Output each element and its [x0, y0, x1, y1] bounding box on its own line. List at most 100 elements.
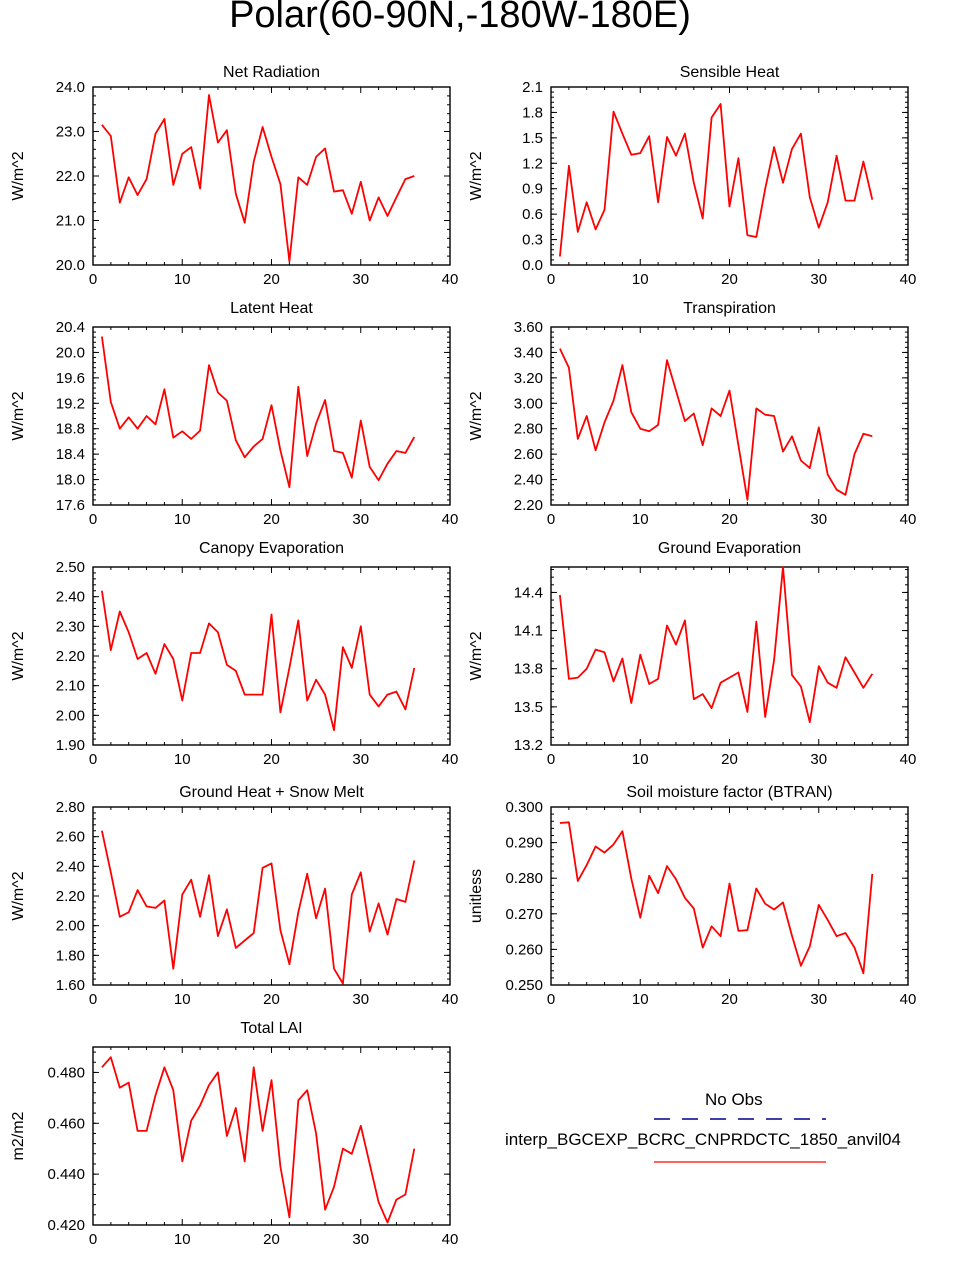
y-tick-label: 2.80	[56, 799, 85, 816]
plot-frame	[92, 806, 451, 986]
panel-5: Canopy Evaporation W/m^2 0 10 20 30 40 1.90 2.00…	[10, 540, 458, 768]
series-line	[559, 566, 874, 723]
y-tick-label: 2.40	[514, 472, 543, 489]
y-tick-label: 13.2	[514, 737, 543, 754]
y-tick-label: 1.80	[56, 947, 85, 964]
y-tick-label: 1.8	[522, 104, 543, 121]
plot-frame	[550, 326, 909, 506]
legend-obs-label: No Obs	[705, 1090, 763, 1109]
x-tick-label: 30	[352, 751, 369, 768]
y-tick-label: 21.0	[56, 213, 85, 230]
x-tick-label: 20	[263, 511, 280, 528]
x-tick-label: 20	[721, 751, 738, 768]
y-tick-label: 2.30	[56, 618, 85, 635]
y-axis-label: W/m^2	[468, 391, 485, 440]
y-tick-label: 0.290	[505, 835, 543, 852]
panel-3: Latent Heat W/m^2 0 10 20 30 40 17.6 18.0 18.4 18.…	[10, 300, 458, 528]
y-tick-label: 20.0	[56, 344, 85, 361]
x-tick-label: 10	[174, 991, 191, 1008]
x-tick-label: 40	[442, 271, 459, 288]
y-tick-label: 2.40	[56, 858, 85, 875]
figure-title: Polar(60-90N,-180W-180E)	[229, 0, 691, 36]
y-tick-label: 2.20	[56, 648, 85, 665]
series-line	[101, 830, 416, 985]
series-line	[101, 336, 416, 489]
panel-1: Net Radiation W/m^2 0 10 20 30 40 20.0 21.0 22.0 2…	[10, 64, 458, 288]
y-tick-label: 2.20	[56, 888, 85, 905]
x-tick-label: 20	[263, 271, 280, 288]
y-tick-label: 18.8	[56, 421, 85, 438]
y-tick-label: 20.0	[56, 257, 85, 274]
panel-title: Net Radiation	[223, 64, 320, 81]
panel-title: Sensible Heat	[680, 64, 780, 81]
x-tick-label: 0	[547, 511, 555, 528]
y-tick-label: 0.420	[47, 1217, 85, 1234]
y-tick-label: 13.5	[514, 699, 543, 716]
panel-8: Soil moisture factor (BTRAN) unitless 0 10 2…	[468, 784, 916, 1008]
x-tick-label: 40	[442, 1231, 459, 1248]
panel-4: Transpiration W/m^2 0 10 20 30 40 2.20 2.40 2.60 2…	[468, 300, 916, 528]
y-tick-label: 1.90	[56, 737, 85, 754]
x-tick-label: 40	[900, 511, 917, 528]
x-tick-label: 20	[721, 991, 738, 1008]
y-tick-label: 18.0	[56, 472, 85, 489]
x-tick-label: 40	[900, 751, 917, 768]
y-tick-label: 17.6	[56, 497, 85, 514]
x-tick-label: 0	[547, 271, 555, 288]
y-tick-label: 2.1	[522, 79, 543, 96]
y-tick-label: 1.60	[56, 977, 85, 994]
y-tick-label: 14.4	[514, 584, 543, 601]
y-tick-label: 2.20	[514, 497, 543, 514]
y-tick-label: 0.3	[522, 232, 543, 249]
x-tick-label: 10	[632, 511, 649, 528]
x-tick-label: 30	[352, 271, 369, 288]
panel-9: Total LAI m2/m2 0 10 20 30 40 0.420 0.440 0.460 0.…	[10, 1020, 458, 1248]
y-tick-label: 0.480	[47, 1064, 85, 1081]
y-axis-label: W/m^2	[10, 631, 27, 680]
x-tick-label: 30	[352, 1231, 369, 1248]
panel-title: Latent Heat	[230, 300, 313, 317]
series-line	[559, 821, 874, 975]
x-tick-label: 10	[174, 1231, 191, 1248]
y-axis-label: W/m^2	[10, 391, 27, 440]
x-tick-label: 20	[721, 511, 738, 528]
x-tick-label: 30	[810, 991, 827, 1008]
x-tick-label: 20	[263, 991, 280, 1008]
x-tick-label: 40	[900, 271, 917, 288]
panel-title: Total LAI	[240, 1020, 302, 1037]
y-tick-label: 22.0	[56, 168, 85, 185]
x-tick-label: 10	[632, 991, 649, 1008]
y-tick-label: 2.60	[56, 829, 85, 846]
x-tick-label: 0	[89, 991, 97, 1008]
panel-2: Sensible Heat W/m^2 0 10 20 30 40 0.0 0.3 0.6 0.9 1…	[468, 64, 916, 288]
x-tick-label: 0	[89, 271, 97, 288]
y-tick-label: 1.2	[522, 155, 543, 172]
y-axis-label: W/m^2	[468, 631, 485, 680]
panel-7: Ground Heat + Snow Melt W/m^2 0 10 20 30 40 1.6…	[10, 784, 458, 1008]
series-line	[101, 94, 415, 263]
x-tick-label: 40	[900, 991, 917, 1008]
x-tick-label: 10	[632, 271, 649, 288]
y-tick-label: 0.280	[505, 870, 543, 887]
y-tick-label: 0.300	[505, 799, 543, 816]
y-tick-label: 3.40	[514, 344, 543, 361]
plot-frame	[550, 86, 909, 266]
series-line	[101, 590, 416, 732]
y-tick-label: 19.2	[56, 395, 85, 412]
x-tick-label: 20	[721, 271, 738, 288]
series-line	[101, 1056, 416, 1224]
x-tick-label: 0	[89, 1231, 97, 1248]
y-tick-label: 2.40	[56, 589, 85, 606]
x-tick-label: 40	[442, 991, 459, 1008]
x-tick-label: 0	[89, 511, 97, 528]
y-tick-label: 0.460	[47, 1115, 85, 1132]
x-tick-label: 30	[810, 511, 827, 528]
x-tick-label: 0	[547, 751, 555, 768]
x-tick-label: 0	[89, 751, 97, 768]
y-tick-label: 20.4	[56, 319, 85, 336]
panel-title: Canopy Evaporation	[199, 540, 344, 557]
x-tick-label: 10	[174, 511, 191, 528]
x-tick-label: 30	[810, 751, 827, 768]
y-tick-label: 2.50	[56, 559, 85, 576]
panel-title: Soil moisture factor (BTRAN)	[626, 784, 832, 801]
